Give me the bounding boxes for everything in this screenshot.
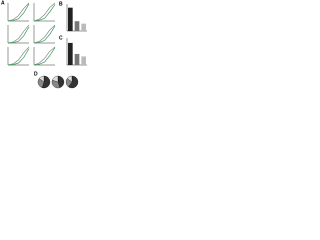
figure: A B C D: [1, 0, 87, 89]
panel-label: B: [59, 1, 63, 7]
curve: [33, 46, 56, 66]
pie-slice: [66, 75, 73, 83]
curve: [33, 25, 56, 44]
bar: [68, 7, 73, 31]
curve: [33, 2, 56, 22]
bar: [74, 21, 80, 31]
curve: [7, 48, 30, 66]
curve: [33, 4, 56, 22]
bar: [81, 56, 86, 65]
bar: [81, 23, 86, 31]
curve: [7, 26, 30, 44]
curve: [7, 2, 30, 22]
pie-slice: [52, 75, 59, 83]
panel-label: A: [1, 0, 5, 6]
curve: [33, 24, 56, 44]
pie-slice: [68, 75, 79, 89]
curve: [33, 47, 56, 66]
curve: [7, 46, 30, 66]
curve: [7, 24, 30, 44]
panel-label: D: [34, 71, 38, 77]
curve: [7, 3, 30, 22]
bar: [68, 42, 73, 65]
pie-slice: [38, 75, 45, 83]
panel-label: C: [59, 35, 63, 41]
bar: [74, 53, 80, 65]
pie-slice: [57, 75, 65, 88]
